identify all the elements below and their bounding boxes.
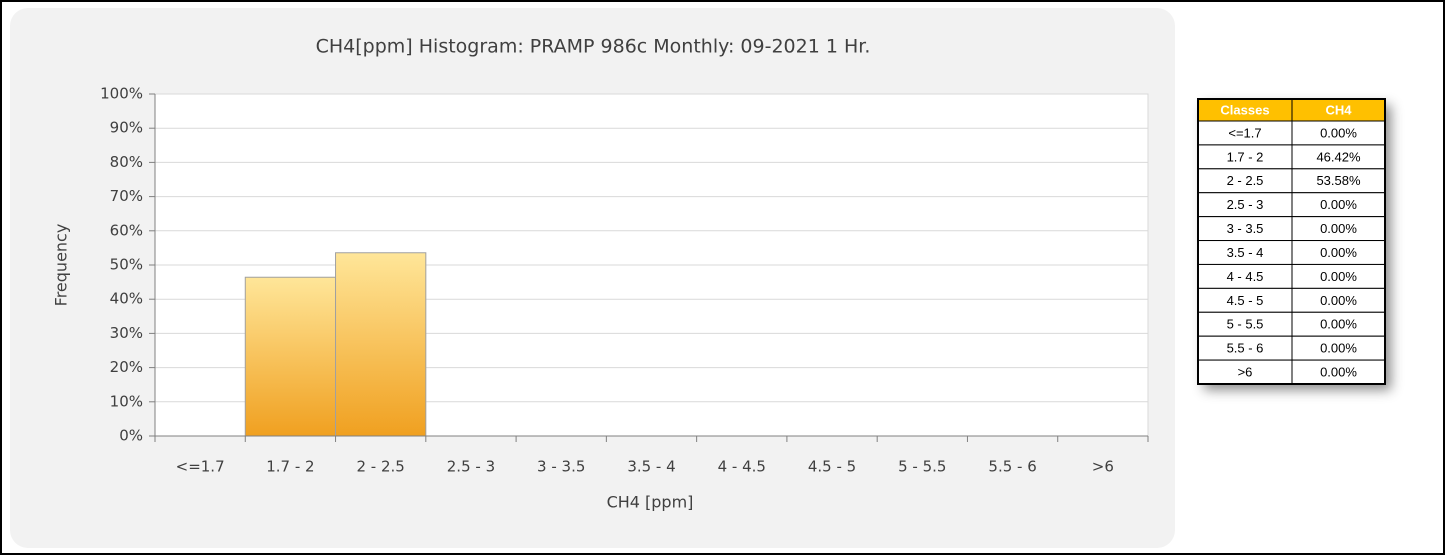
table-cell-text: 3.5 - 4 xyxy=(1227,245,1264,260)
table-cell-text: 4 - 4.5 xyxy=(1227,269,1264,284)
x-tick-label: 1.7 - 2 xyxy=(266,458,314,476)
bar xyxy=(335,252,427,437)
x-tick-label: >6 xyxy=(1092,458,1114,476)
table-cell-text: 0.00% xyxy=(1320,293,1357,308)
x-tick-label: 3 - 3.5 xyxy=(537,458,585,476)
table-cell-text: 0.00% xyxy=(1320,221,1357,236)
table-cell-text: 0.00% xyxy=(1320,269,1357,284)
table-cell-text: 1.7 - 2 xyxy=(1227,149,1264,164)
table-cell-text: >6 xyxy=(1238,364,1253,379)
table-header-text: CH4 xyxy=(1325,102,1352,117)
table-cell-text: 2 - 2.5 xyxy=(1227,173,1264,188)
x-tick-label: 2.5 - 3 xyxy=(447,458,495,476)
y-tick-label: 30% xyxy=(110,324,143,342)
table-cell-text: 0.00% xyxy=(1320,364,1357,379)
table-cell-text: 5.5 - 6 xyxy=(1227,341,1264,356)
x-tick-label: 3.5 - 4 xyxy=(627,458,675,476)
table-header-text: Classes xyxy=(1220,102,1269,117)
table-cell-text: 3 - 3.5 xyxy=(1227,221,1264,236)
x-tick-label: 4.5 - 5 xyxy=(808,458,856,476)
table-cell-text: 2.5 - 3 xyxy=(1227,197,1264,212)
x-tick-label: <=1.7 xyxy=(176,458,225,476)
x-tick-label: 2 - 2.5 xyxy=(357,458,405,476)
y-tick-label: 0% xyxy=(119,427,143,445)
chart-title: CH4[ppm] Histogram: PRAMP 986c Monthly: … xyxy=(316,36,871,58)
table-cell-text: <=1.7 xyxy=(1228,125,1261,140)
x-tick-label: 4 - 4.5 xyxy=(718,458,766,476)
table-cell-text: 0.00% xyxy=(1320,197,1357,212)
table-cell-text: 0.00% xyxy=(1320,245,1357,260)
x-axis-label: CH4 [ppm] xyxy=(607,493,694,512)
y-tick-label: 50% xyxy=(110,256,143,274)
table-cell-text: 5 - 5.5 xyxy=(1227,317,1264,332)
table-border xyxy=(1197,98,1386,385)
table-cell-text: 53.58% xyxy=(1316,173,1361,188)
y-axis-label: Frequency xyxy=(52,224,71,307)
y-tick-label: 10% xyxy=(110,392,143,410)
x-tick-label: 5 - 5.5 xyxy=(898,458,946,476)
x-tick-label: 5.5 - 6 xyxy=(988,458,1036,476)
table-cell-text: 0.00% xyxy=(1320,317,1357,332)
y-tick-label: 70% xyxy=(110,187,143,205)
table-cell-text: 4.5 - 5 xyxy=(1227,293,1264,308)
y-tick-label: 100% xyxy=(100,85,143,103)
y-tick-label: 20% xyxy=(110,358,143,376)
table-cell-text: 0.00% xyxy=(1320,125,1357,140)
y-tick-label: 60% xyxy=(110,221,143,239)
table-cell-text: 0.00% xyxy=(1320,341,1357,356)
y-tick-label: 90% xyxy=(110,119,143,137)
bar xyxy=(244,276,337,437)
table-cell-text: 46.42% xyxy=(1316,149,1361,164)
y-tick-label: 40% xyxy=(110,290,143,308)
y-tick-label: 80% xyxy=(110,153,143,171)
